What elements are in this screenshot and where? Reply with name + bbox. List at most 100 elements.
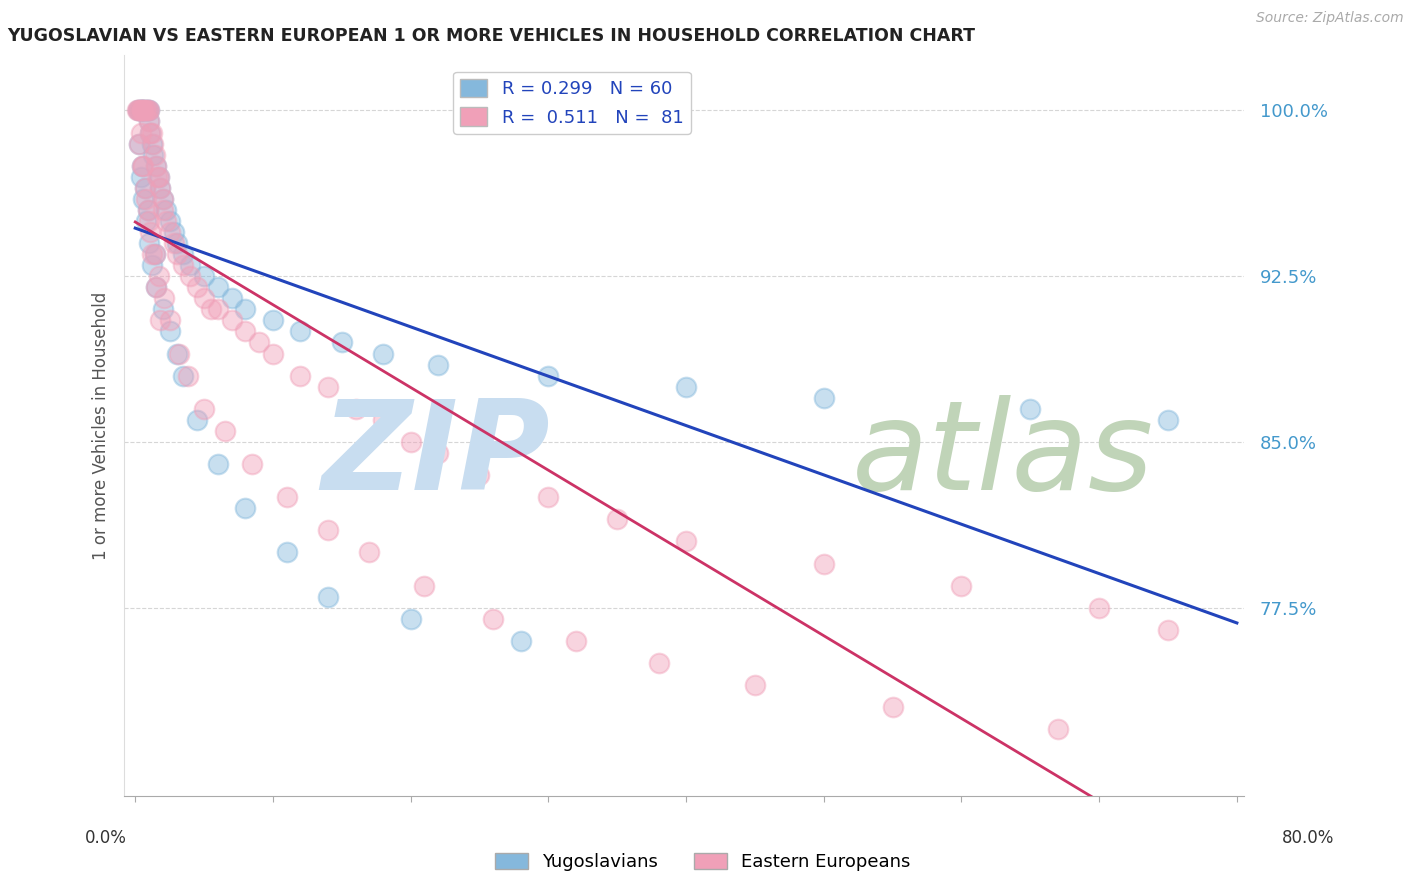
Point bbox=[136, 202, 159, 217]
Point bbox=[131, 159, 153, 173]
Point bbox=[148, 269, 170, 284]
Point bbox=[149, 180, 172, 194]
Point bbox=[135, 214, 157, 228]
Point bbox=[141, 247, 163, 261]
Point bbox=[138, 103, 160, 118]
Point bbox=[371, 346, 394, 360]
Point bbox=[136, 202, 159, 217]
Point bbox=[143, 147, 166, 161]
Point bbox=[166, 235, 188, 250]
Point bbox=[509, 633, 531, 648]
Point bbox=[153, 291, 176, 305]
Point bbox=[235, 302, 257, 317]
Point bbox=[138, 114, 160, 128]
Point bbox=[142, 147, 165, 161]
Point bbox=[138, 103, 160, 118]
Point bbox=[427, 446, 450, 460]
Point bbox=[134, 180, 156, 194]
Point bbox=[247, 335, 270, 350]
Point bbox=[148, 169, 170, 184]
Point bbox=[166, 247, 188, 261]
Point bbox=[136, 103, 159, 118]
Point bbox=[129, 169, 152, 184]
Point bbox=[128, 136, 150, 151]
Point bbox=[142, 136, 165, 151]
Point bbox=[141, 126, 163, 140]
Point bbox=[139, 225, 162, 239]
Point bbox=[148, 169, 170, 184]
Point bbox=[193, 401, 215, 416]
Point bbox=[131, 103, 153, 118]
Text: 80.0%: 80.0% bbox=[1281, 829, 1334, 847]
Point bbox=[193, 269, 215, 284]
Point bbox=[565, 633, 588, 648]
Point bbox=[143, 247, 166, 261]
Point bbox=[131, 103, 153, 118]
Point bbox=[131, 103, 153, 118]
Point bbox=[129, 103, 152, 118]
Point bbox=[950, 579, 973, 593]
Point bbox=[399, 434, 422, 449]
Point bbox=[146, 169, 169, 184]
Point bbox=[159, 214, 181, 228]
Point bbox=[152, 302, 174, 317]
Point bbox=[132, 103, 155, 118]
Point bbox=[136, 103, 159, 118]
Text: Source: ZipAtlas.com: Source: ZipAtlas.com bbox=[1256, 11, 1403, 25]
Point bbox=[186, 280, 208, 294]
Point bbox=[138, 114, 160, 128]
Point bbox=[221, 291, 243, 305]
Point bbox=[125, 103, 148, 118]
Point bbox=[129, 103, 152, 118]
Point bbox=[176, 368, 198, 383]
Point bbox=[152, 192, 174, 206]
Point bbox=[135, 192, 157, 206]
Point bbox=[159, 313, 181, 327]
Legend: Yugoslavians, Eastern Europeans: Yugoslavians, Eastern Europeans bbox=[488, 846, 918, 879]
Point bbox=[813, 391, 835, 405]
Point bbox=[131, 159, 153, 173]
Point bbox=[316, 524, 339, 538]
Point bbox=[127, 103, 149, 118]
Text: ZIP: ZIP bbox=[321, 394, 550, 516]
Point bbox=[262, 313, 284, 327]
Point bbox=[169, 346, 191, 360]
Point bbox=[675, 380, 697, 394]
Point bbox=[262, 346, 284, 360]
Point bbox=[141, 136, 163, 151]
Point bbox=[468, 468, 491, 483]
Point bbox=[159, 325, 181, 339]
Point bbox=[235, 325, 257, 339]
Point bbox=[129, 126, 152, 140]
Point bbox=[179, 258, 201, 272]
Point bbox=[290, 325, 312, 339]
Point bbox=[207, 280, 229, 294]
Point bbox=[172, 368, 194, 383]
Point bbox=[132, 192, 155, 206]
Point bbox=[482, 612, 505, 626]
Point bbox=[163, 225, 186, 239]
Point bbox=[172, 247, 194, 261]
Point bbox=[207, 457, 229, 471]
Point bbox=[172, 258, 194, 272]
Point bbox=[330, 335, 353, 350]
Point bbox=[159, 225, 181, 239]
Point bbox=[1157, 623, 1180, 637]
Text: atlas: atlas bbox=[852, 394, 1154, 516]
Y-axis label: 1 or more Vehicles in Household: 1 or more Vehicles in Household bbox=[93, 292, 110, 559]
Point bbox=[675, 534, 697, 549]
Point bbox=[127, 103, 149, 118]
Point bbox=[145, 280, 167, 294]
Point bbox=[134, 103, 156, 118]
Point bbox=[143, 247, 166, 261]
Point bbox=[606, 512, 628, 526]
Point bbox=[537, 368, 560, 383]
Point bbox=[1157, 413, 1180, 427]
Point bbox=[155, 214, 177, 228]
Point bbox=[145, 280, 167, 294]
Point bbox=[134, 180, 156, 194]
Point bbox=[128, 103, 150, 118]
Point bbox=[135, 103, 157, 118]
Point bbox=[221, 313, 243, 327]
Point bbox=[371, 413, 394, 427]
